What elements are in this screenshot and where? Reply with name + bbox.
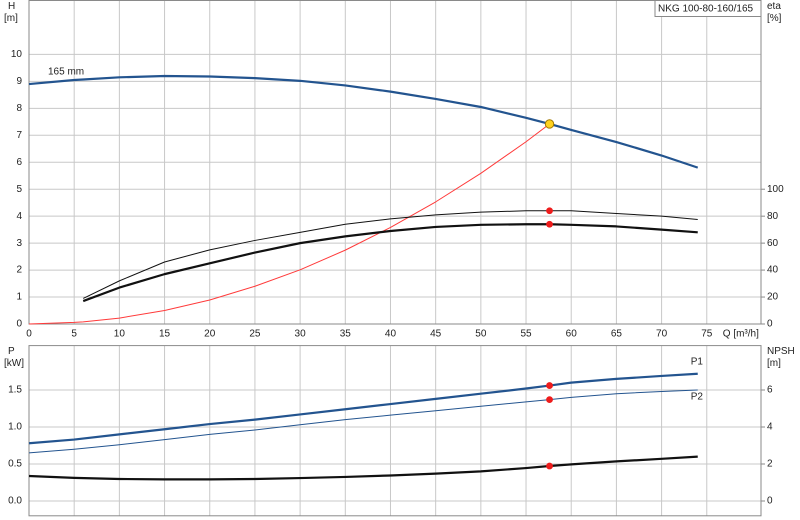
y-tick-label: 6 <box>16 157 22 168</box>
x-tick-label: 5 <box>71 329 77 340</box>
x-tick-label: 65 <box>611 329 623 340</box>
series-line <box>28 74 699 169</box>
x-tick-label: 0 <box>26 329 32 340</box>
y2-axis-label: eta <box>767 1 781 12</box>
y-axis-unit: [kW] <box>4 358 24 369</box>
title-box <box>654 0 762 17</box>
y2-tick-label: 4 <box>767 422 773 433</box>
operating-point <box>546 382 553 389</box>
y2-axis-label: NPSH <box>767 346 795 357</box>
x-tick-label: 30 <box>295 329 307 340</box>
operating-point <box>544 119 555 129</box>
x-tick-label: 45 <box>430 329 442 340</box>
x-tick-label: 15 <box>159 329 171 340</box>
x-tick-label: 10 <box>114 329 126 340</box>
y2-tick-label: 0 <box>767 496 773 507</box>
plot-frame <box>28 345 762 517</box>
y2-axis-unit: [%] <box>767 13 782 24</box>
series-line <box>28 372 698 445</box>
y2-tick-label: 100 <box>767 184 784 195</box>
plot-frame <box>28 0 762 325</box>
y-tick-label: 1.0 <box>8 422 22 433</box>
series-line <box>28 389 698 454</box>
operating-point <box>546 207 553 215</box>
series-label: 165 mm <box>48 67 84 78</box>
series-label: P1 <box>691 356 704 367</box>
series-label: P2 <box>691 392 704 403</box>
y-tick-label: 0.0 <box>8 496 22 507</box>
y-tick-label: 4 <box>16 211 22 222</box>
operating-point <box>546 220 553 228</box>
y-axis-unit: [m] <box>4 13 18 24</box>
y-tick-label: 1 <box>16 292 22 303</box>
series-line <box>83 210 698 299</box>
y2-tick-label: 60 <box>767 238 779 249</box>
y-tick-label: 5 <box>16 184 22 195</box>
y-tick-label: 9 <box>16 76 22 87</box>
chart-title: NKG 100-80-160/165 <box>658 4 754 15</box>
x-tick-label: 50 <box>475 329 487 340</box>
y-tick-label: 3 <box>16 238 22 249</box>
y2-axis-unit: [m] <box>767 358 781 369</box>
y-axis-label: P <box>8 346 15 357</box>
series-line <box>82 223 698 303</box>
x-tick-label: 40 <box>385 329 397 340</box>
y-tick-label: 2 <box>16 265 22 276</box>
y-tick-label: 8 <box>16 103 22 114</box>
series-line <box>28 455 698 481</box>
y2-tick-label: 80 <box>767 211 779 222</box>
operating-point <box>546 396 553 404</box>
operating-point <box>546 462 553 470</box>
x-axis-label: Q [m³/h] <box>723 329 759 340</box>
x-tick-label: 25 <box>249 329 261 340</box>
y-axis-label: H <box>8 1 15 12</box>
x-tick-label: 60 <box>566 329 578 340</box>
x-tick-label: 75 <box>701 329 713 340</box>
x-tick-label: 70 <box>656 329 668 340</box>
y2-tick-label: 40 <box>767 265 779 276</box>
series-line <box>28 123 550 325</box>
y-tick-label: 7 <box>16 130 22 141</box>
y-tick-label: 1.5 <box>8 385 22 396</box>
y2-tick-label: 2 <box>767 459 773 470</box>
x-tick-label: 55 <box>520 329 532 340</box>
y2-tick-label: 6 <box>767 385 773 396</box>
y2-tick-label: 0 <box>767 319 773 330</box>
x-tick-label: 20 <box>204 329 216 340</box>
y2-tick-label: 20 <box>767 292 779 303</box>
y-tick-label: 0.5 <box>8 459 22 470</box>
y-tick-label: 0 <box>16 319 22 330</box>
plot-background <box>29 345 761 516</box>
y-tick-label: 10 <box>11 49 23 60</box>
x-tick-label: 35 <box>340 329 352 340</box>
